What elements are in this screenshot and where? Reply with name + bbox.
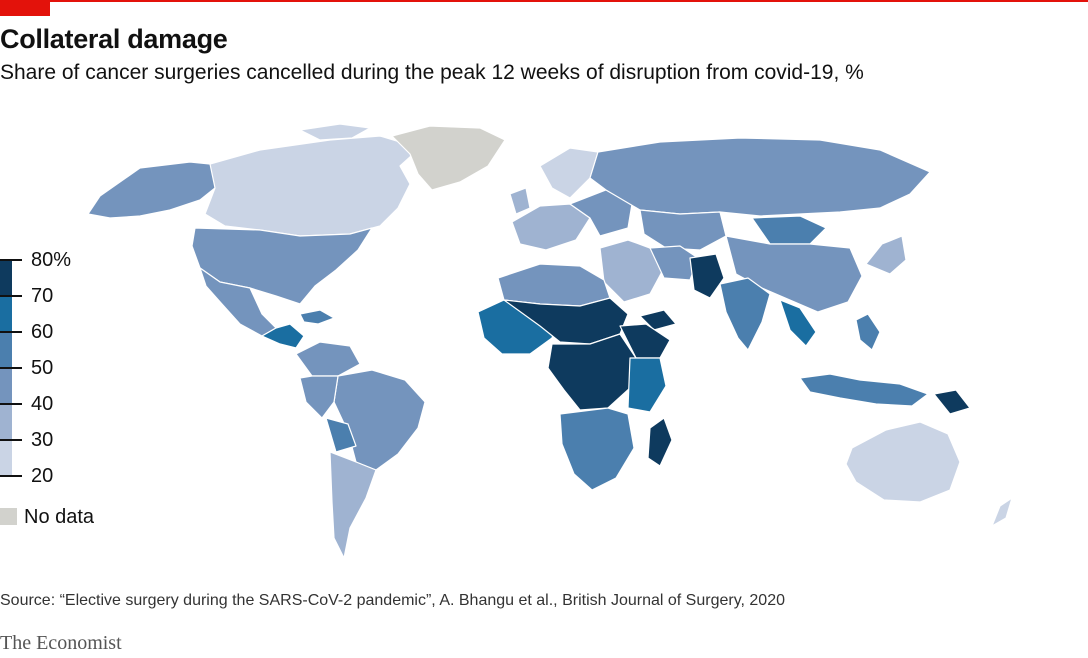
region-russia [589, 137, 931, 217]
region-argentina-chile [329, 451, 377, 559]
region-philippines [855, 313, 881, 351]
region-bolivia [325, 417, 357, 453]
region-japan-korea [865, 235, 907, 275]
legend-tick [0, 331, 22, 333]
region-north-africa [497, 263, 611, 307]
region-afghanistan-pakistan [689, 253, 725, 299]
region-colombia-venezuela [295, 341, 361, 377]
region-sahel [503, 297, 629, 345]
top-accent-line [0, 0, 1088, 2]
legend-tick-label: 20 [31, 465, 54, 487]
region-uk [509, 187, 531, 215]
legend-tick-label: 80% [31, 249, 72, 271]
region-new-zealand [991, 497, 1013, 527]
region-central-america [261, 323, 305, 349]
legend-swatch-50-60 [0, 333, 12, 367]
legend-swatch-60-70 [0, 297, 12, 331]
legend-tick-label: 60 [31, 321, 54, 343]
region-canada [204, 135, 421, 237]
region-canada-arctic [299, 123, 371, 141]
world-choropleth-map [87, 123, 1013, 559]
region-alaska [87, 161, 231, 219]
region-australia [845, 421, 961, 503]
region-india [719, 277, 771, 351]
legend-tick [0, 295, 22, 297]
brand-red-tab [0, 0, 50, 16]
region-peru [299, 375, 339, 419]
publisher-logo: The Economist [0, 632, 122, 654]
region-central-asia [639, 209, 727, 251]
region-middle-east [599, 239, 665, 303]
legend-no-data-label: No data [24, 506, 95, 528]
region-myanmar-thailand [779, 299, 817, 347]
source-note: Source: “Elective surgery during the SAR… [0, 592, 785, 609]
legend-tick [0, 259, 22, 261]
legend-tick [0, 403, 22, 405]
region-southern-africa [559, 407, 635, 491]
region-east-africa [627, 357, 667, 413]
region-greenland [391, 125, 506, 191]
legend-tick [0, 439, 22, 441]
chart-subtitle: Share of cancer surgeries cancelled duri… [0, 61, 864, 84]
region-western-europe [511, 203, 591, 251]
region-caribbean [299, 309, 335, 325]
region-horn-of-africa [619, 323, 671, 359]
region-scandinavia [539, 147, 599, 199]
legend-tick-label: 70 [31, 285, 54, 307]
region-madagascar [647, 417, 673, 467]
legend-tick [0, 367, 22, 369]
region-mongolia [751, 215, 827, 245]
region-central-africa [547, 333, 637, 411]
legend-swatch-30-40 [0, 405, 12, 439]
region-indonesia [799, 373, 929, 407]
chart-title: Collateral damage [0, 24, 228, 54]
region-papua-new-guinea [933, 389, 971, 415]
legend-swatch-40-50 [0, 369, 12, 403]
region-yemen [639, 309, 677, 331]
legend-swatch-70-80 [0, 261, 12, 295]
legend-tick-label: 40 [31, 393, 54, 415]
legend-swatch-20-30 [0, 441, 12, 475]
legend-no-data-swatch [0, 508, 17, 525]
legend-tick-label: 30 [31, 429, 54, 451]
region-brazil [333, 369, 426, 471]
legend-tick [0, 475, 22, 477]
legend-tick-label: 50 [31, 357, 54, 379]
